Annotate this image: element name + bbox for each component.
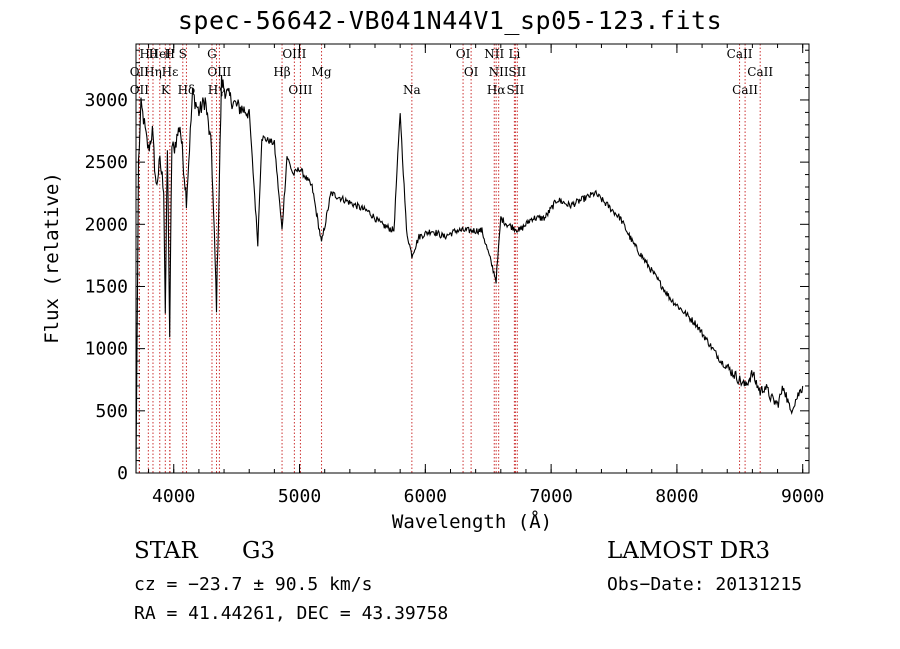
spectrum-line bbox=[135, 74, 804, 474]
y-tick-label: 2500 bbox=[85, 152, 128, 173]
x-axis-label: Wavelength (Å) bbox=[392, 510, 552, 533]
line-marker-label: OI bbox=[456, 47, 471, 61]
line-marker-label: Na bbox=[403, 83, 421, 97]
chart-title: spec-56642-VB041N44V1_sp05-123.fits bbox=[177, 6, 723, 35]
spectrum bbox=[135, 74, 804, 474]
line-marker-label: Hθ bbox=[139, 47, 157, 61]
plot-frame bbox=[135, 43, 810, 474]
line-marker-label: H bbox=[164, 47, 174, 61]
redshift-text: cz = −23.7 ± 90.5 km/s bbox=[134, 574, 373, 595]
y-tick-label: 1000 bbox=[85, 339, 128, 360]
line-marker-label: NII bbox=[484, 47, 504, 61]
coordinates-text: RA = 41.44261, DEC = 43.39758 bbox=[134, 603, 449, 624]
line-marker-label: G bbox=[207, 47, 217, 61]
x-tick-label: 8000 bbox=[655, 486, 698, 507]
line-marker-label: OII bbox=[130, 65, 150, 79]
line-marker-label: NII bbox=[489, 65, 509, 79]
line-marker-label: HeI bbox=[149, 47, 172, 61]
x-tick-label: 4000 bbox=[152, 486, 195, 507]
line-marker-label: OIII bbox=[288, 83, 312, 97]
object-class: STAR bbox=[134, 538, 198, 564]
y-axis-label: Flux (relative) bbox=[41, 172, 63, 344]
line-marker-label: CaII bbox=[747, 65, 773, 79]
y-tick-label: 0 bbox=[117, 463, 128, 484]
line-marker-label: SII bbox=[508, 65, 526, 79]
line-marker-label: Mg bbox=[312, 65, 332, 79]
line-marker-label: Hα bbox=[487, 83, 506, 97]
line-marker-label: Li bbox=[508, 47, 520, 61]
line-markers bbox=[138, 44, 761, 473]
x-tick-label: 6000 bbox=[404, 486, 447, 507]
y-axis: 0 500 1000 1500 2000 2500 3000 bbox=[85, 49, 809, 484]
y-tick-label: 500 bbox=[95, 401, 128, 422]
x-tick-label: 9000 bbox=[781, 486, 824, 507]
line-marker-label: S bbox=[179, 47, 187, 61]
line-marker-label: Hβ bbox=[273, 65, 290, 79]
x-axis: 4000 5000 6000 7000 8000 9000 bbox=[148, 44, 824, 507]
line-marker-label: OII bbox=[130, 83, 150, 97]
x-tick-label: 7000 bbox=[529, 486, 572, 507]
line-marker-label: Hδ bbox=[178, 83, 196, 97]
line-marker-label: Hη bbox=[144, 65, 162, 79]
line-labels: HθOIIOIIHeIHηKHHεHδSOIIIHγGHβOIIIOIIIMgN… bbox=[130, 47, 774, 97]
line-marker-label: OIII bbox=[282, 47, 306, 61]
x-tick-label: 5000 bbox=[278, 486, 321, 507]
line-marker-label: Hε bbox=[162, 65, 179, 79]
y-tick-label: 1500 bbox=[85, 276, 128, 297]
line-marker-label: OI bbox=[464, 65, 479, 79]
line-marker-label: OIII bbox=[207, 65, 231, 79]
line-marker-label: SII bbox=[507, 83, 525, 97]
y-tick-label: 3000 bbox=[85, 90, 128, 111]
obs-date-text: Obs−Date: 20131215 bbox=[607, 574, 803, 595]
object-subclass: G3 bbox=[242, 538, 276, 564]
line-marker-label: K bbox=[161, 83, 171, 97]
line-marker-label: CaII bbox=[732, 83, 758, 97]
survey-label: LAMOST DR3 bbox=[607, 538, 771, 564]
y-tick-label: 2000 bbox=[85, 214, 128, 235]
line-marker-label: CaII bbox=[727, 47, 753, 61]
